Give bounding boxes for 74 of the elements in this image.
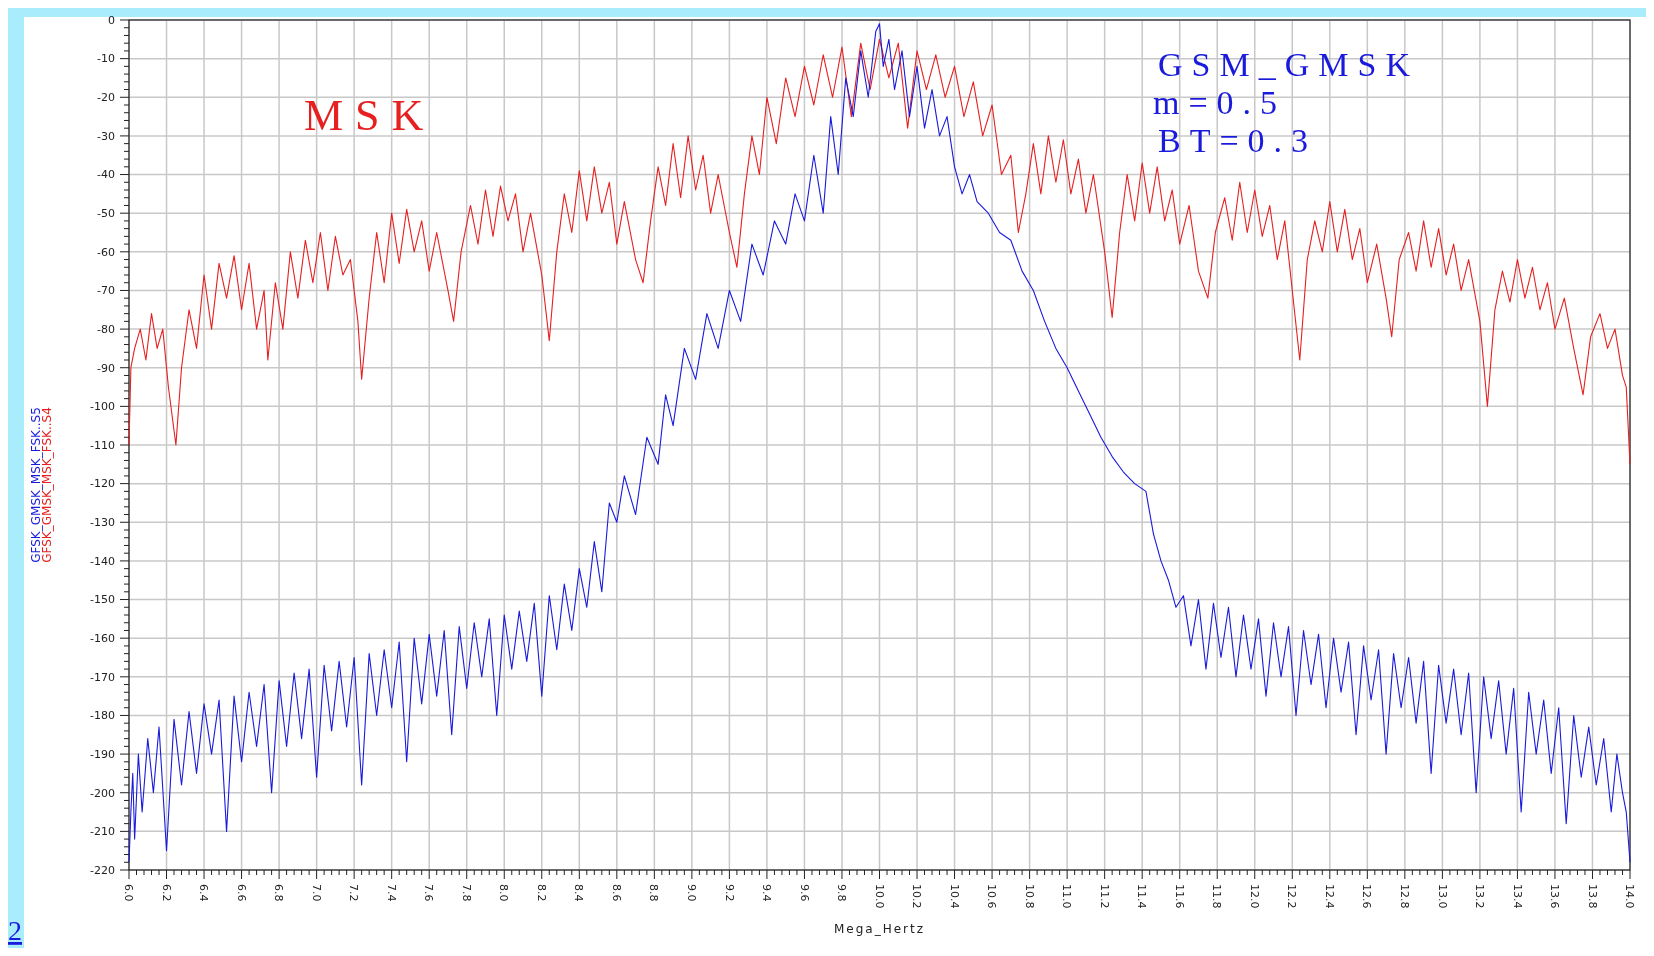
x-tick-label: 11.6 [1172, 884, 1186, 909]
x-tick-label: 11.4 [1135, 884, 1149, 909]
y-tick-label: -170 [90, 670, 115, 684]
y-tick-label: -110 [90, 438, 115, 452]
y-tick-label: -100 [90, 400, 115, 414]
y-tick-label: -130 [90, 516, 115, 530]
x-tick-label: 7.6 [422, 884, 436, 902]
annotation: MSK [304, 91, 436, 140]
x-tick-label: 7.4 [384, 884, 398, 902]
x-tick-label: 11.0 [1060, 884, 1074, 909]
y-tick-label: -20 [97, 91, 115, 105]
x-tick-label: 8.8 [647, 884, 661, 902]
x-tick-label: 10.0 [872, 884, 886, 909]
x-tick-label: 8.2 [534, 884, 548, 902]
text: 2 [8, 915, 22, 946]
x-tick-label: 7.0 [309, 884, 323, 902]
annotation: BT=0.3 [1158, 122, 1318, 159]
line-series [128, 38, 1631, 465]
x-tick-label: 9.8 [835, 884, 849, 902]
y-tick-label: -50 [97, 207, 115, 221]
x-tick-label: 13.2 [1473, 884, 1487, 909]
y-tick-label: -220 [90, 863, 115, 877]
x-tick-label: 9.2 [722, 884, 736, 902]
y-tick-label: -90 [97, 361, 115, 375]
text: GFSK_GMSK_MSK_FSK..S4 [40, 407, 54, 563]
x-tick-label: 9.0 [685, 884, 699, 902]
annotation: GSM_GMSK [1158, 46, 1419, 83]
x-tick-label: 12.8 [1398, 884, 1411, 909]
x-tick-label: 7.8 [459, 884, 473, 902]
x-tick-label: 8.4 [572, 884, 586, 902]
y-tick-label: -60 [97, 245, 115, 259]
y-tick-label: -160 [90, 632, 115, 646]
x-tick-label: 12.6 [1360, 884, 1374, 909]
y-tick-label: -10 [97, 52, 115, 66]
x-tick-label: 11.8 [1210, 884, 1224, 909]
y-tick-label: -40 [97, 168, 115, 182]
x-tick-label: 10.6 [985, 884, 999, 909]
x-tick-label: 9.6 [797, 884, 811, 902]
y-tick-label: -140 [90, 554, 115, 568]
x-tick-label: 13.6 [1548, 884, 1562, 909]
x-tick-label: 6.8 [272, 884, 286, 902]
y-tick-label: 0 [108, 13, 115, 27]
y-tick-label: -180 [90, 709, 115, 723]
y-tick-label: -200 [90, 786, 115, 800]
x-tick-label: 6.2 [159, 884, 173, 902]
text: GFSK_GMSK_MSK_FSK..S5 [29, 407, 43, 563]
x-tick-label: 14.0 [1623, 884, 1637, 909]
x-tick-label: 6.6 [234, 884, 248, 902]
x-tick-label: 12.2 [1285, 884, 1299, 909]
x-tick-label: 13.4 [1510, 884, 1524, 909]
y-tick-label: -80 [97, 322, 115, 336]
y-tick-label: -120 [90, 477, 115, 491]
y-tick-label: -70 [97, 284, 115, 298]
y-tick-label: -150 [90, 593, 115, 607]
x-tick-label: 9.4 [760, 884, 774, 902]
annotation: m=0.5 [1153, 84, 1287, 121]
x-axis-title: Mega_Hertz [833, 922, 926, 936]
x-tick-label: 6.4 [197, 884, 211, 902]
x-tick-label: 10.4 [947, 884, 961, 909]
y-tick-label: -30 [97, 129, 115, 143]
x-tick-label: 10.2 [910, 884, 924, 909]
x-tick-label: 7.2 [347, 884, 361, 902]
x-tick-label: 13.8 [1585, 884, 1599, 909]
y-tick-label: -190 [90, 747, 115, 761]
x-tick-label: 10.8 [1022, 884, 1036, 909]
x-tick-label: 12.0 [1247, 884, 1261, 909]
x-tick-label: 6.0 [122, 884, 136, 902]
x-tick-label: 8.0 [497, 884, 511, 902]
x-tick-label: 12.4 [1322, 884, 1336, 909]
y-tick-label: -210 [90, 825, 115, 839]
x-tick-label: 8.6 [609, 884, 623, 902]
line-series [128, 23, 1631, 863]
x-tick-label: 13.0 [1435, 884, 1449, 909]
x-tick-label: 11.2 [1097, 884, 1111, 909]
